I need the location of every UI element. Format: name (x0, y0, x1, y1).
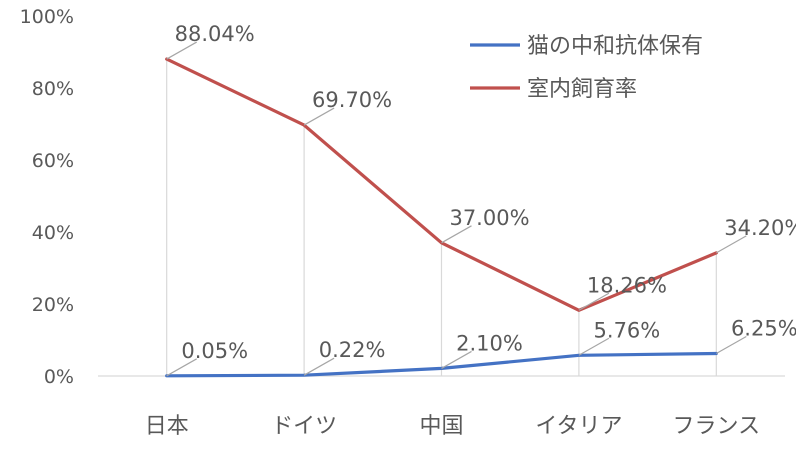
drop-lines (166, 59, 717, 376)
data-label: 5.76% (594, 318, 661, 342)
data-label: 69.70% (312, 88, 392, 112)
data-label-leader (303, 107, 335, 126)
data-label-leader (166, 358, 197, 377)
y-tick-label: 60% (32, 150, 74, 172)
y-tick-label: 100% (20, 6, 74, 28)
data-label: 34.20% (724, 216, 796, 240)
x-category-label: フランス (673, 414, 761, 439)
x-axis-category-labels: 日本 ドイツ 中国 イタリア フランス (145, 414, 760, 439)
data-label-leader (578, 337, 610, 356)
data-label-leader (441, 225, 472, 244)
data-label-leader (166, 41, 197, 60)
x-category-label: 日本 (145, 414, 189, 439)
legend-label: 室内飼育率 (527, 77, 637, 102)
data-label: 0.05% (181, 339, 248, 363)
x-category-label: 中国 (419, 414, 463, 439)
legend-label: 猫の中和抗体保有 (527, 34, 703, 59)
data-label: 37.00% (449, 206, 529, 230)
data-label: 0.22% (319, 338, 386, 362)
data-label: 6.25% (731, 317, 796, 341)
y-tick-label: 20% (32, 294, 74, 316)
data-label-leader (441, 350, 472, 369)
data-label-leader (716, 235, 747, 254)
data-label: 18.26% (587, 273, 667, 297)
x-category-label: イタリア (535, 414, 622, 439)
data-label-leader (303, 357, 335, 376)
data-label: 2.10% (456, 331, 523, 355)
x-category-label: ドイツ (271, 414, 337, 439)
y-tick-label: 40% (32, 222, 74, 244)
data-label-leader (716, 335, 747, 355)
y-axis-tick-labels: 0% 20% 40% 60% 80% 100% (20, 6, 74, 388)
data-label-leader (578, 292, 610, 311)
y-tick-label: 0% (44, 366, 74, 388)
data-label: 88.04% (175, 22, 255, 46)
data-labels: 0.05% 0.22% 2.10% 5.76% 6.25% 88.04% 69.70% 37.… (166, 22, 796, 377)
y-tick-label: 80% (32, 78, 74, 100)
